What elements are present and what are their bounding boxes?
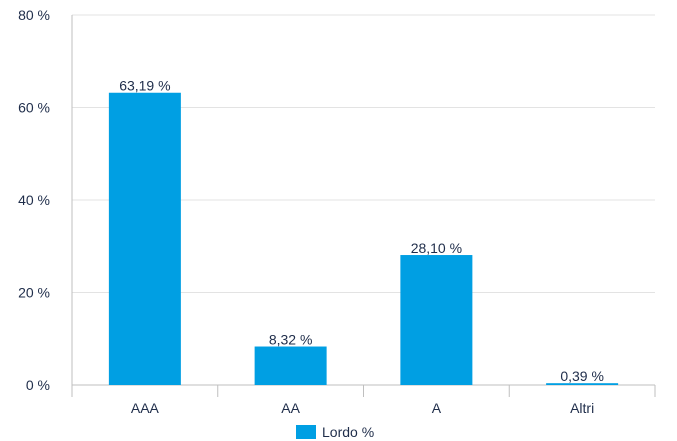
legend-swatch — [296, 425, 316, 439]
x-tick-label: AAA — [131, 400, 160, 416]
y-tick-label: 80 % — [18, 7, 50, 23]
x-tick-label: A — [432, 400, 442, 416]
y-tick-label: 40 % — [18, 192, 50, 208]
x-tick-label: AA — [281, 400, 300, 416]
data-label: 28,10 % — [411, 240, 462, 256]
data-label: 0,39 % — [560, 368, 604, 384]
y-tick-label: 20 % — [18, 285, 50, 301]
bar-altri — [546, 383, 619, 385]
bar-aaa — [108, 92, 181, 385]
x-tick-label: Altri — [570, 400, 594, 416]
data-label: 8,32 % — [269, 332, 313, 348]
bar-a — [400, 255, 473, 385]
chart-legend: Lordo % — [296, 424, 374, 440]
data-label: 63,19 % — [119, 78, 170, 94]
y-tick-label: 0 % — [26, 377, 50, 393]
legend-label: Lordo % — [322, 424, 375, 440]
y-tick-label: 60 % — [18, 100, 50, 116]
bar-aa — [254, 346, 327, 385]
